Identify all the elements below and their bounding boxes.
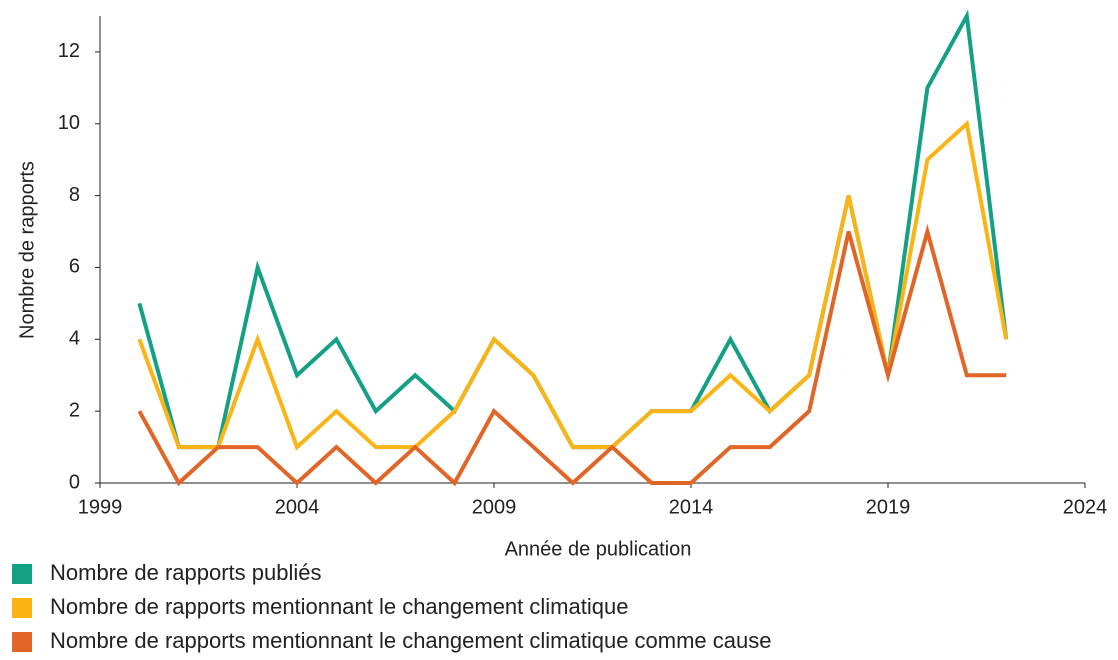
y-tick-label: 6 — [69, 256, 80, 278]
legend-label: Nombre de rapports publiés — [50, 560, 321, 585]
x-axis-label: Année de publication — [505, 538, 692, 560]
series-line — [137, 119, 1009, 451]
series-line — [137, 223, 1007, 487]
x-tick-label: 2024 — [1063, 496, 1108, 518]
y-axis-label: Nombre de rapports — [16, 161, 38, 339]
y-tick-label: 10 — [58, 112, 80, 134]
x-tick-label: 2019 — [866, 496, 911, 518]
y-tick-label: 2 — [69, 399, 80, 421]
series-line — [137, 9, 1009, 450]
legend-label: Nombre de rapports mentionnant le change… — [50, 594, 628, 619]
legend-swatch — [12, 598, 32, 618]
legend-label: Nombre de rapports mentionnant le change… — [50, 628, 772, 653]
y-tick-label: 0 — [69, 471, 80, 493]
legend-swatch — [12, 564, 32, 584]
x-tick-label: 2014 — [669, 496, 714, 518]
legend-swatch — [12, 632, 32, 652]
x-tick-label: 1999 — [78, 496, 123, 518]
x-tick-label: 2009 — [472, 496, 517, 518]
y-tick-label: 8 — [69, 184, 80, 206]
x-tick-label: 2004 — [275, 496, 320, 518]
y-tick-label: 12 — [58, 40, 80, 62]
y-tick-label: 4 — [69, 328, 80, 350]
